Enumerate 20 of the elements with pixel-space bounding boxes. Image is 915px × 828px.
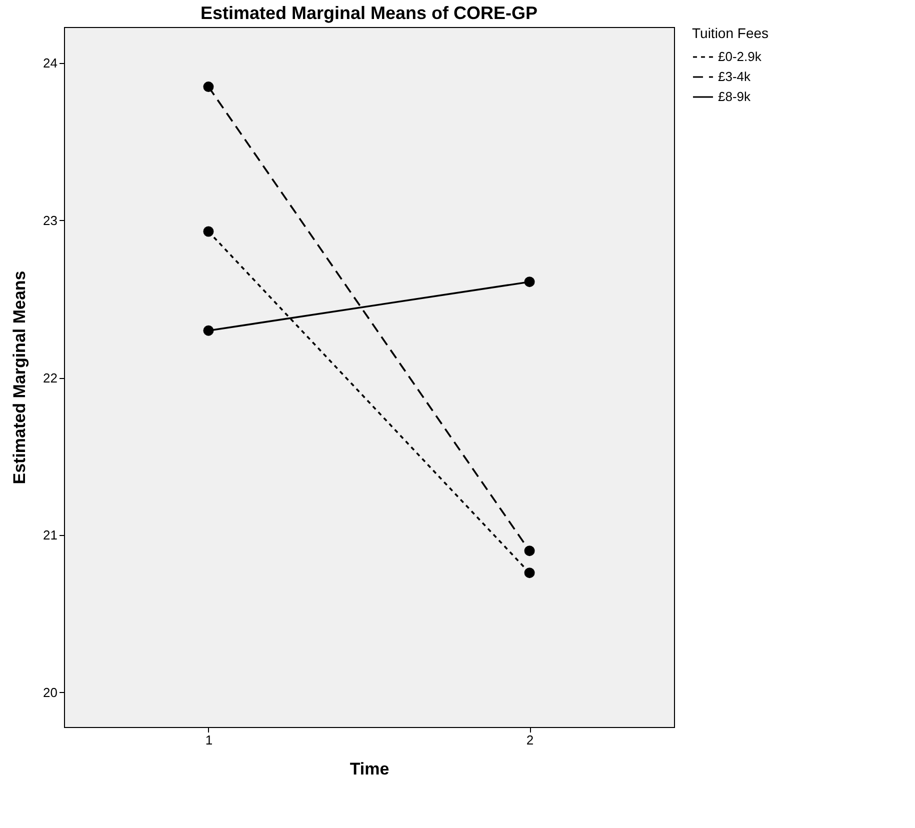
point [203,226,214,237]
x-axis-title: Time [350,760,390,778]
point [524,276,535,288]
legend-title: Tuition Fees [692,25,769,41]
x-tick-label: 1 [205,732,213,748]
point [524,568,535,578]
legend-label: £3-4k [718,69,752,84]
point [203,82,214,92]
point [524,546,535,556]
y-tick-label: 20 [43,684,58,700]
legend-label: £0-2.9k [718,49,762,64]
y-axis-title: Estimated Marginal Means [10,270,30,484]
point [203,325,214,336]
x-tick-label: 2 [526,732,534,748]
y-tick-label: 23 [43,212,58,228]
chart-title: Estimated Marginal Means of CORE-GP [200,3,538,23]
y-tick-label: 24 [43,56,58,71]
legend-label: £8-9k [718,89,752,104]
y-tick-label: 22 [43,370,58,386]
y-tick-label: 21 [43,528,58,543]
